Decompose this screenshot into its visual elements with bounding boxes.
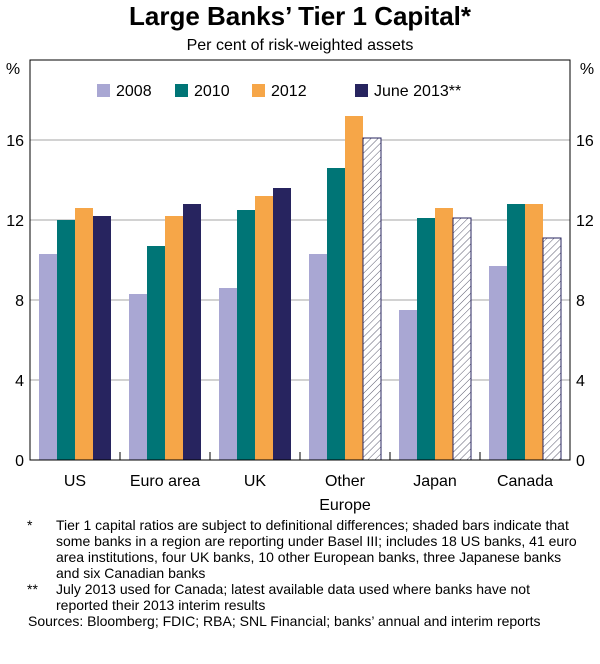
x-category-label: Japan	[413, 473, 457, 490]
y-tick-label-left: 16	[6, 133, 24, 150]
y-tick-label-left: 4	[15, 373, 24, 390]
bar-2008-us	[39, 254, 57, 460]
bar-2008-canada	[489, 266, 507, 460]
y-tick-label-right: 4	[576, 373, 585, 390]
footnote-2-mark: **	[27, 581, 38, 597]
chart-subtitle: Per cent of risk-weighted assets	[187, 37, 414, 54]
x-category-label: Canada	[497, 473, 553, 490]
bar-2010-other	[327, 168, 345, 460]
chart: Large Banks’ Tier 1 Capital* Per cent of…	[6, 1, 594, 514]
y-tick-label-right: 8	[576, 293, 585, 310]
footnotes: * Tier 1 capital ratios are subject to d…	[0, 517, 600, 629]
gridlines	[30, 139, 570, 381]
bar-june-2013-other	[362, 137, 382, 461]
bar-june-2013-japan	[452, 217, 472, 461]
x-category-label: US	[64, 473, 86, 490]
y-tick-label-left: 12	[6, 213, 24, 230]
bar-2008-euro-area	[129, 294, 147, 460]
bar-june-2013-euro-area	[183, 204, 201, 460]
legend-label: 2010	[194, 83, 230, 100]
bar-2010-japan	[417, 218, 435, 460]
bars	[39, 116, 562, 461]
chart-title: Large Banks’ Tier 1 Capital*	[129, 1, 472, 31]
footnote-2: ** July 2013 used for Canada; latest ava…	[0, 581, 600, 613]
x-category-label: UK	[244, 473, 267, 490]
legend-label: June 2013**	[374, 83, 461, 100]
legend-swatch	[252, 84, 265, 97]
bar-2008-japan	[399, 310, 417, 460]
bar-2012-japan	[435, 208, 453, 460]
legend-swatch	[355, 84, 368, 97]
bar-2008-uk	[219, 288, 237, 460]
axes: 0 0 4 4 8 8 12 12 16 16 US Euro area UK Other Europe Ja…	[6, 59, 594, 514]
footnote-1-mark: *	[27, 517, 33, 533]
bar-june-2013-uk	[273, 188, 291, 460]
plot-frame	[29, 59, 571, 461]
legend-swatch	[175, 84, 188, 97]
bar-2008-other	[309, 254, 327, 460]
x-category-label: Euro area	[130, 473, 200, 490]
y-tick-label-left: 0	[15, 453, 24, 470]
bar-2010-uk	[237, 210, 255, 460]
legend-label: 2008	[116, 83, 152, 100]
x-category-label: Other	[325, 473, 366, 490]
bar-2012-euro-area	[165, 216, 183, 460]
y-unit-left: %	[6, 61, 20, 78]
bar-june-2013-us	[93, 216, 111, 460]
bar-2012-canada	[525, 204, 543, 460]
footnote-1-text: Tier 1 capital ratios are subject to def…	[56, 517, 577, 581]
legend-swatch	[97, 84, 110, 97]
sources-note: Sources: Bloomberg; FDIC; RBA; SNL Finan…	[28, 613, 541, 629]
y-tick-label-right: 16	[576, 133, 594, 150]
bar-2010-us	[57, 220, 75, 460]
y-tick-label-right: 0	[576, 453, 585, 470]
y-tick-label-right: 12	[576, 213, 594, 230]
bar-2010-euro-area	[147, 246, 165, 460]
bar-june-2013-canada	[542, 237, 562, 461]
legend-label: 2012	[271, 83, 307, 100]
y-tick-label-left: 8	[15, 293, 24, 310]
bar-2010-canada	[507, 204, 525, 460]
bar-2012-us	[75, 208, 93, 460]
x-category-label-line2: Europe	[319, 497, 371, 514]
bar-2012-uk	[255, 196, 273, 460]
footnote-2-text: July 2013 used for Canada; latest availa…	[56, 581, 530, 613]
bar-2012-other	[345, 116, 363, 460]
y-unit-right: %	[580, 61, 594, 78]
legend: 2008 2010 2012 June 2013**	[97, 83, 461, 100]
footnote-1: * Tier 1 capital ratios are subject to d…	[0, 517, 600, 581]
